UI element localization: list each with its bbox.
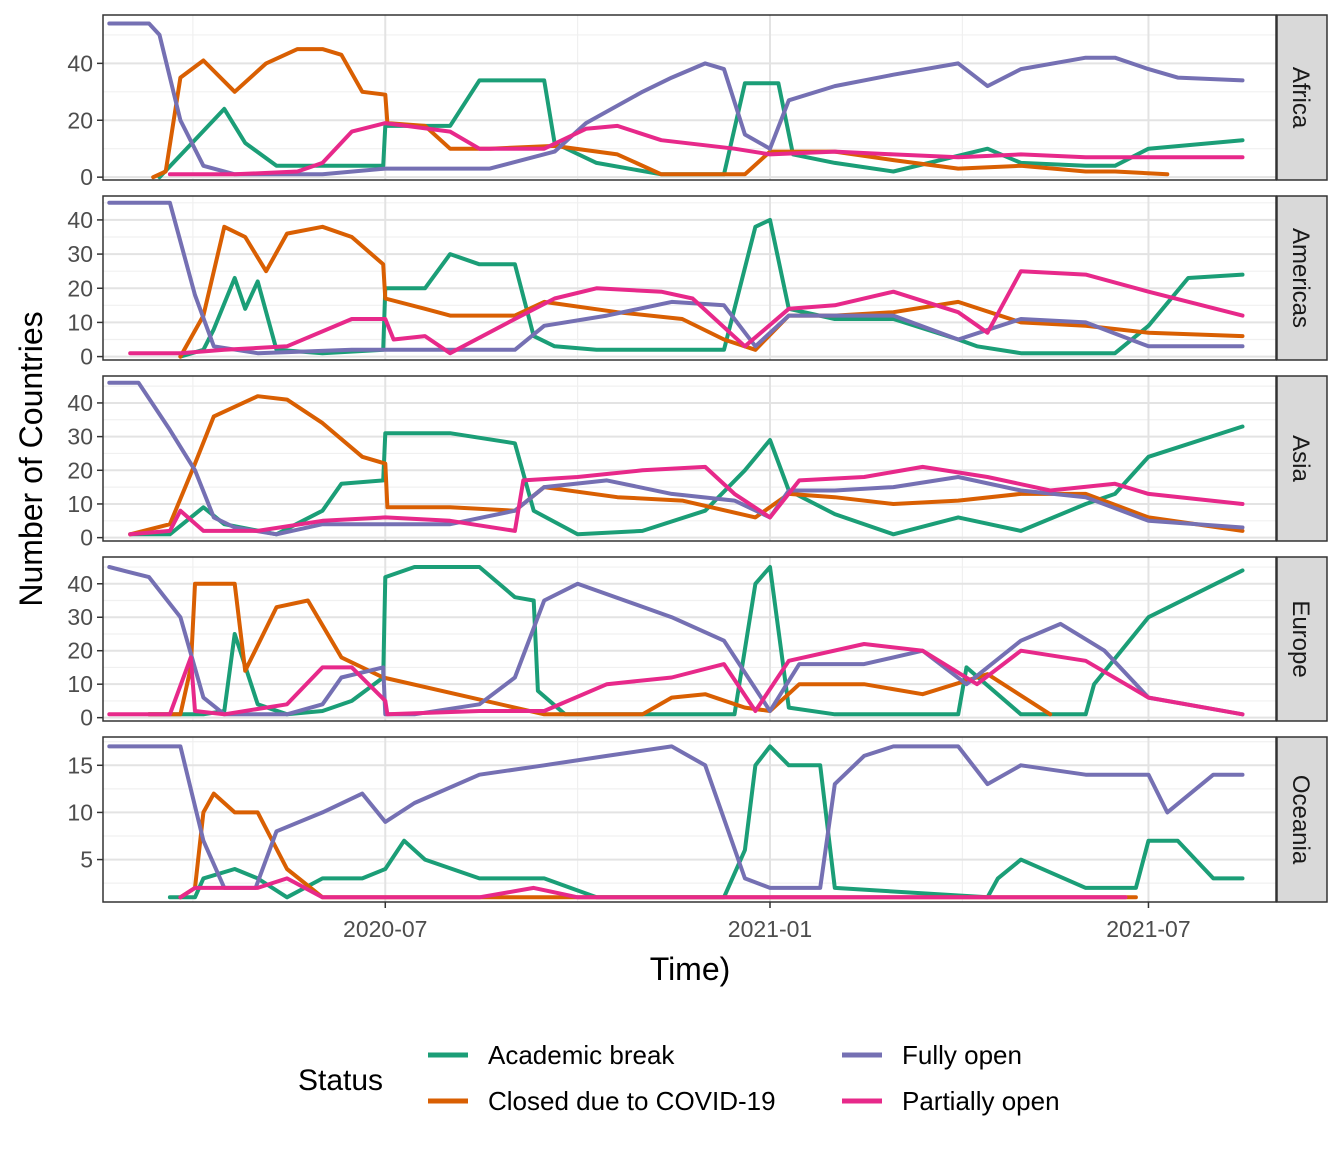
facet-strip-label-americas: Americas: [1287, 228, 1314, 328]
y-tick-label: 40: [67, 50, 93, 76]
y-tick-label: 0: [80, 705, 93, 731]
series-line-academic-break: [157, 78, 1245, 180]
legend-label: Closed due to COVID-19: [488, 1086, 776, 1116]
y-tick-label: 0: [80, 164, 93, 190]
series-line-fully-open: [107, 565, 1245, 717]
legend-item-closed-due-to-covid-19: Closed due to COVID-19: [428, 1086, 776, 1116]
panel-africa: 0 20 40 Africa: [67, 14, 1328, 190]
panel-background: [103, 15, 1276, 180]
y-tick-label: 10: [67, 309, 93, 335]
series-line-closed-due-to-covid-19: [178, 791, 1138, 900]
facet-strip: [1276, 375, 1328, 542]
legend: Status Academic break Closed due to COVID…: [298, 1040, 1060, 1116]
series-line-closed-due-to-covid-19: [147, 581, 1053, 717]
legend-item-fully-open: Fully open: [842, 1040, 1022, 1070]
series-line-partially-open: [128, 464, 1245, 537]
y-tick-label: 30: [67, 424, 93, 450]
facet-strip-label-asia: Asia: [1287, 435, 1314, 482]
panel-background: [103, 196, 1276, 360]
panel-border: [102, 14, 1277, 181]
y-tick-label: 10: [67, 671, 93, 697]
facet-strip-label-oceania: Oceania: [1287, 775, 1314, 865]
panel-europe: 0 10 20 30 40 Europe: [67, 556, 1328, 731]
panel-border: [102, 195, 1277, 361]
y-tick-label: 20: [67, 107, 93, 133]
panel-border: [102, 556, 1277, 722]
y-tick-label: 0: [80, 344, 93, 370]
series-line-partially-open: [178, 876, 1128, 900]
panels-layer: 0 20 40 Africa 0 10 20 30 40 Americas 0 10 20 30 40 Asi…: [67, 14, 1328, 942]
legend-label: Academic break: [488, 1040, 675, 1070]
legend-label: Fully open: [902, 1040, 1022, 1070]
series-line-closed-due-to-covid-19: [178, 224, 1245, 359]
series-line-fully-open: [107, 200, 1245, 356]
facet-strip: [1276, 556, 1328, 722]
series-line-academic-break: [128, 424, 1245, 537]
panel-background: [103, 737, 1276, 902]
legend-title: Status: [298, 1064, 383, 1097]
x-tick-label: 2021-01: [728, 916, 812, 942]
facet-strip: [1276, 736, 1328, 903]
panel-oceania: 5 10 15 Oceania 2020-07 2021-01 2021-07: [67, 736, 1328, 942]
series-line-fully-open: [107, 744, 1245, 890]
y-tick-label: 30: [67, 241, 93, 267]
legend-item-partially-open: Partially open: [842, 1086, 1060, 1116]
series-line-partially-open: [128, 269, 1245, 356]
y-tick-label: 5: [80, 847, 93, 873]
y-axis-label: Number of Countries: [13, 311, 49, 606]
series-line-closed-due-to-covid-19: [151, 47, 1170, 180]
x-tick-label: 2020-07: [343, 916, 427, 942]
x-axis-label: Time): [650, 951, 731, 987]
series-line-fully-open: [107, 380, 1245, 537]
facet-strip: [1276, 14, 1328, 181]
y-tick-label: 40: [67, 207, 93, 233]
x-tick-label: 2021-07: [1106, 916, 1190, 942]
y-tick-label: 15: [67, 752, 93, 778]
y-tick-label: 20: [67, 638, 93, 664]
series-line-partially-open: [167, 121, 1245, 177]
y-tick-label: 30: [67, 604, 93, 630]
facet-strip-label-europe: Europe: [1287, 600, 1314, 677]
y-tick-label: 40: [67, 571, 93, 597]
y-tick-label: 40: [67, 390, 93, 416]
series-line-academic-break: [178, 217, 1245, 359]
y-tick-label: 10: [67, 799, 93, 825]
panel-border: [102, 375, 1277, 542]
series-line-partially-open: [107, 642, 1245, 717]
y-tick-label: 10: [67, 491, 93, 517]
legend-label: Partially open: [902, 1086, 1060, 1116]
y-tick-label: 20: [67, 457, 93, 483]
panel-asia: 0 10 20 30 40 Asia: [67, 375, 1328, 551]
facet-strip-label-africa: Africa: [1287, 67, 1314, 129]
y-tick-label: 20: [67, 275, 93, 301]
legend-item-academic-break: Academic break: [428, 1040, 675, 1070]
facet-strip: [1276, 195, 1328, 361]
panel-border: [102, 736, 1277, 903]
panel-americas: 0 10 20 30 40 Americas: [67, 195, 1328, 370]
series-line-fully-open: [107, 21, 1245, 177]
y-tick-label: 0: [80, 525, 93, 551]
